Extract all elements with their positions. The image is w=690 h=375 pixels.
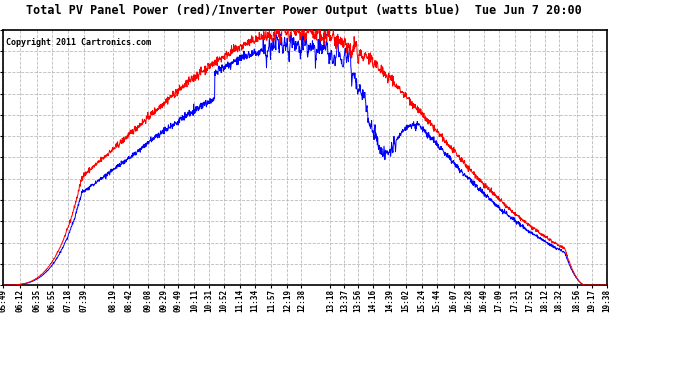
- Text: Total PV Panel Power (red)/Inverter Power Output (watts blue)  Tue Jun 7 20:00: Total PV Panel Power (red)/Inverter Powe…: [26, 4, 582, 17]
- Text: Copyright 2011 Cartronics.com: Copyright 2011 Cartronics.com: [6, 38, 152, 46]
